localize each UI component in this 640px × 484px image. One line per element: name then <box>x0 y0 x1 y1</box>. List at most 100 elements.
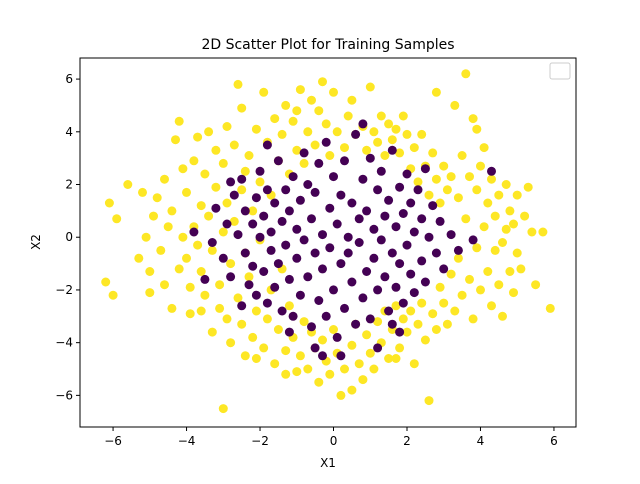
point-class-1 <box>222 198 232 208</box>
point-class-1 <box>505 206 515 216</box>
point-class-0 <box>218 253 228 263</box>
y-tick-label: 0 <box>65 230 73 244</box>
point-class-1 <box>307 95 316 105</box>
point-class-0 <box>288 172 298 182</box>
point-class-0 <box>248 261 258 271</box>
point-class-0 <box>380 211 390 221</box>
point-class-0 <box>424 232 434 242</box>
point-class-0 <box>417 214 427 224</box>
point-class-1 <box>332 127 342 137</box>
point-class-1 <box>347 95 357 105</box>
point-class-1 <box>211 182 221 192</box>
point-class-1 <box>494 280 504 290</box>
point-class-1 <box>395 148 405 158</box>
point-class-1 <box>152 193 162 203</box>
point-class-1 <box>196 267 206 276</box>
point-class-1 <box>200 169 210 179</box>
point-class-1 <box>468 114 478 124</box>
point-class-0 <box>453 245 463 255</box>
point-class-1 <box>472 185 482 195</box>
point-class-1 <box>226 338 236 348</box>
point-class-1 <box>420 335 430 345</box>
point-class-1 <box>248 332 258 342</box>
plot-frame <box>79 57 577 428</box>
point-class-0 <box>446 230 456 240</box>
point-class-1 <box>479 143 489 153</box>
point-class-1 <box>457 290 467 300</box>
point-class-1 <box>417 298 427 308</box>
point-class-1 <box>167 206 177 216</box>
point-class-1 <box>178 232 188 242</box>
point-class-0 <box>376 235 386 245</box>
point-class-0 <box>420 164 430 174</box>
point-class-1 <box>292 367 302 377</box>
point-class-1 <box>215 280 225 290</box>
point-class-0 <box>384 195 394 205</box>
point-class-0 <box>318 351 327 361</box>
point-class-1 <box>237 319 247 329</box>
point-class-1 <box>376 111 386 121</box>
point-class-1 <box>343 111 353 121</box>
point-class-1 <box>134 253 144 263</box>
point-class-0 <box>288 311 298 321</box>
point-class-0 <box>362 206 372 216</box>
point-class-0 <box>292 253 302 263</box>
point-class-0 <box>273 156 283 166</box>
y-axis-ticks: −6 −4 −2 0 2 4 6 <box>55 72 80 402</box>
legend-box <box>549 62 571 80</box>
point-class-1 <box>439 298 449 308</box>
point-class-1 <box>406 306 416 316</box>
point-class-1 <box>281 346 291 356</box>
point-class-1 <box>237 103 247 113</box>
point-class-1 <box>218 404 228 414</box>
point-class-1 <box>193 132 203 142</box>
point-class-1 <box>108 290 118 300</box>
point-class-1 <box>240 166 250 176</box>
point-class-1 <box>387 135 397 145</box>
point-class-1 <box>251 354 261 363</box>
point-class-1 <box>472 124 482 134</box>
point-class-1 <box>292 145 302 155</box>
point-class-0 <box>251 193 261 203</box>
point-class-1 <box>494 190 504 200</box>
point-class-1 <box>303 364 313 374</box>
point-class-1 <box>424 396 434 406</box>
point-class-1 <box>112 214 122 224</box>
point-class-0 <box>318 230 327 240</box>
point-class-0 <box>431 248 441 258</box>
point-class-0 <box>248 219 258 229</box>
point-class-1 <box>545 303 555 313</box>
point-class-1 <box>435 198 445 208</box>
point-class-0 <box>391 282 401 292</box>
point-class-0 <box>226 177 236 187</box>
point-class-1 <box>501 224 511 234</box>
point-class-1 <box>200 290 210 300</box>
point-class-1 <box>167 303 177 313</box>
point-class-0 <box>251 290 261 300</box>
point-class-1 <box>251 306 261 316</box>
point-class-1 <box>347 340 357 350</box>
x-tick-label: 6 <box>550 434 558 448</box>
point-class-0 <box>387 145 397 155</box>
point-class-1 <box>141 232 151 242</box>
point-class-1 <box>185 282 195 292</box>
point-class-0 <box>314 158 324 168</box>
point-class-0 <box>358 119 368 129</box>
point-class-1 <box>446 269 456 279</box>
point-class-0 <box>207 238 217 247</box>
point-class-1 <box>483 267 493 276</box>
point-class-1 <box>490 211 500 221</box>
point-class-1 <box>318 77 327 87</box>
point-class-1 <box>329 325 338 334</box>
point-class-1 <box>505 267 515 276</box>
y-tick-label: −6 <box>55 388 73 402</box>
point-class-1 <box>487 301 496 311</box>
point-class-1 <box>101 277 111 287</box>
point-class-1 <box>442 319 452 329</box>
point-class-1 <box>362 330 372 340</box>
point-class-1 <box>468 314 478 324</box>
point-class-0 <box>365 153 375 163</box>
point-class-0 <box>332 332 342 342</box>
point-class-1 <box>347 385 357 395</box>
point-class-0 <box>340 156 349 166</box>
